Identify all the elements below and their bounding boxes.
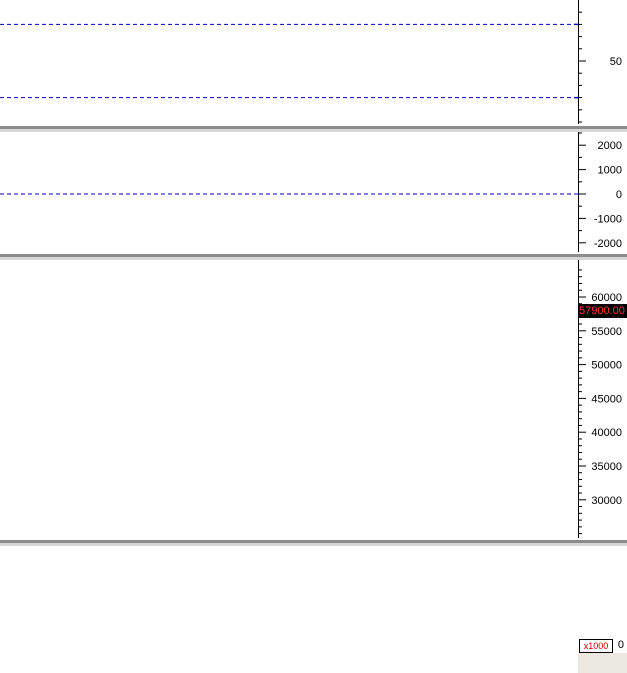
- macd-panel: 2000 1000 0 -1000 -2000: [0, 132, 627, 252]
- volume-unit-label: x1000: [579, 639, 613, 653]
- axis-label: 60000: [591, 292, 622, 304]
- price-panel: 60000 55000 50000 45000 40000 35000 30000: [0, 260, 627, 538]
- axis-label: 50000: [591, 360, 622, 372]
- last-price-label: 57900.00: [579, 304, 627, 318]
- volume-zero-label: 0: [617, 639, 624, 651]
- panel-splitter[interactable]: [0, 252, 627, 260]
- axis-label: -1000: [594, 213, 622, 225]
- axis-label: 1000: [598, 165, 622, 177]
- axis-label: 35000: [591, 461, 622, 473]
- bottom-right-corner: [578, 653, 627, 673]
- axis-label: 0: [616, 189, 622, 201]
- axis-label: 2000: [598, 140, 622, 152]
- stochastic-panel: 50: [0, 0, 627, 124]
- axis-label: -2000: [594, 238, 622, 250]
- axis-label: 30000: [591, 495, 622, 507]
- panel-splitter[interactable]: [0, 538, 627, 546]
- axis-label: 45000: [591, 393, 622, 405]
- volume-panel: [0, 546, 627, 651]
- axis-label: 50: [610, 56, 622, 68]
- axis-label: 40000: [591, 427, 622, 439]
- axis-label: 55000: [591, 326, 622, 338]
- panel-splitter[interactable]: [0, 124, 627, 132]
